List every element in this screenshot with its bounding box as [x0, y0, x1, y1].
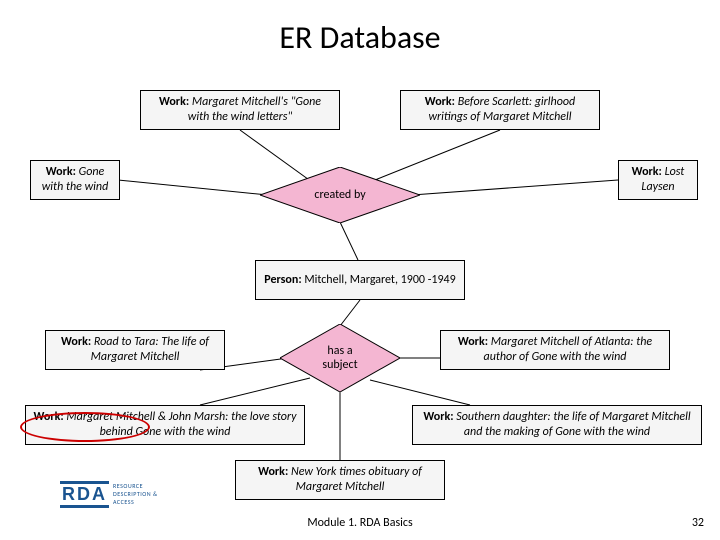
page-title: ER Database	[0, 18, 720, 57]
logo-text: RDA	[60, 481, 109, 508]
rhombus-label-created_by: created by	[314, 188, 365, 202]
node-person: Person: Mitchell, Margaret, 1900 -1949	[255, 260, 465, 300]
rhombus-created_by: created by	[260, 167, 420, 223]
node-lost_laysen: Work: Lost Laysen	[618, 160, 698, 200]
footer-module: Module 1. RDA Basics	[0, 516, 720, 530]
node-gone_wind: Work: Gone with the wind	[30, 160, 120, 200]
node-southern: Work: Southern daughter: the life of Mar…	[412, 405, 702, 445]
node-gone_letters: Work: Margaret Mitchell's "Gone with the…	[140, 90, 340, 130]
highlight-ellipse	[20, 412, 150, 442]
node-obituary: Work: New York times obituary of Margare…	[235, 460, 445, 500]
logo-subtext: RESOURCE DESCRIPTION & ACCESS	[113, 482, 180, 506]
rhombus-label-has_subject: has a subject	[322, 344, 357, 372]
rda-logo: RDA RESOURCE DESCRIPTION & ACCESS	[60, 480, 180, 508]
node-before_scar: Work: Before Scarlett: girlhood writings…	[400, 90, 600, 130]
page-number: 32	[692, 516, 704, 530]
rhombus-has_subject: has a subject	[280, 324, 400, 392]
node-mm_atlanta: Work: Margaret Mitchell of Atlanta: the …	[440, 330, 670, 370]
node-road_tara: Work: Road to Tara: The life of Margaret…	[45, 330, 225, 370]
